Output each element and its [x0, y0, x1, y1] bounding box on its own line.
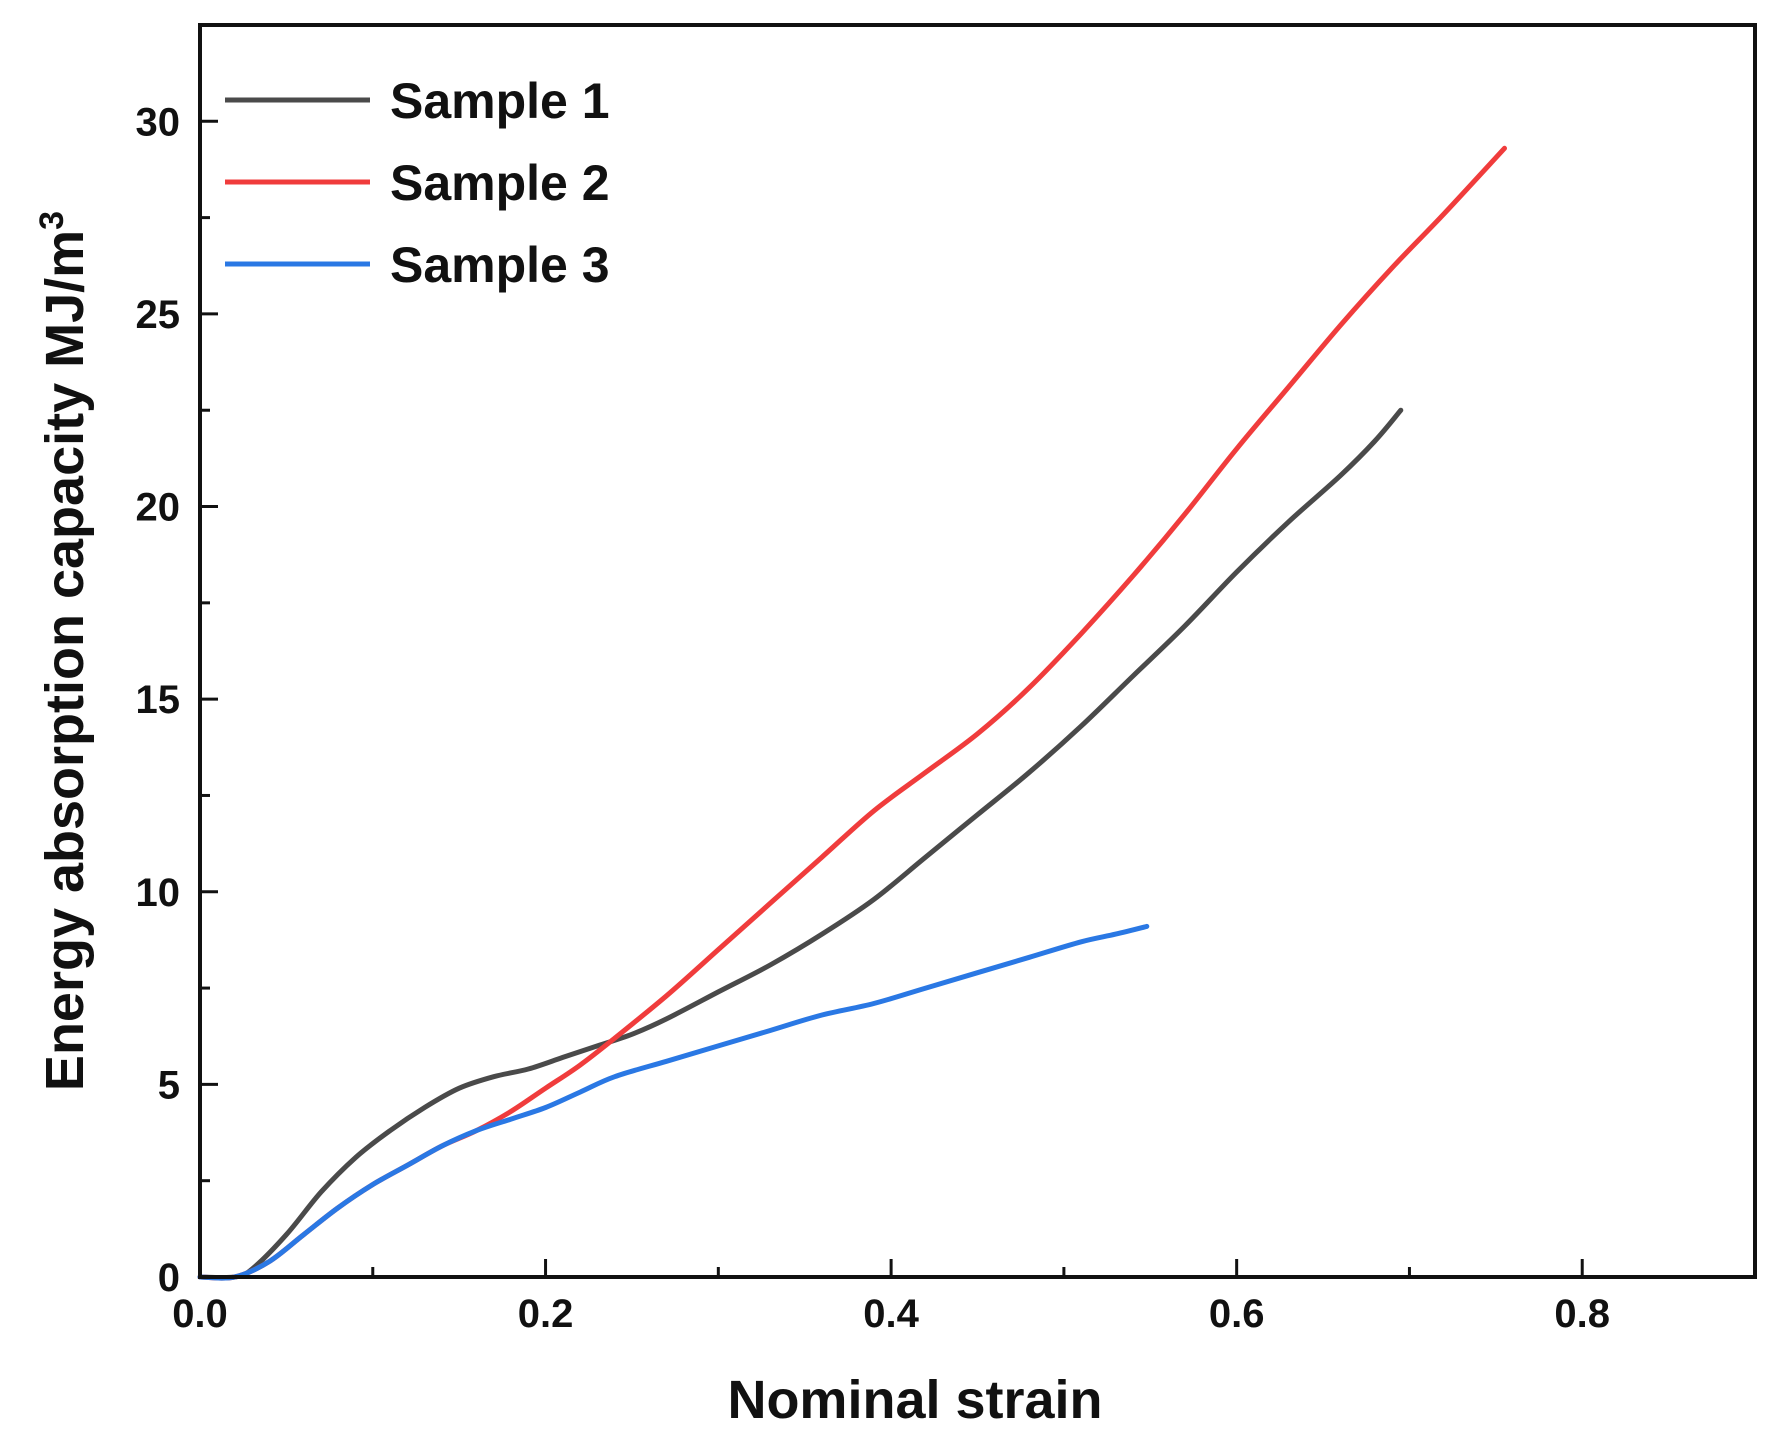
x-tick-label: 0.6	[1209, 1292, 1265, 1336]
y-tick-label: 0	[158, 1256, 180, 1300]
x-tick-label: 0.8	[1554, 1292, 1610, 1336]
legend-label-sample-2: Sample 2	[390, 155, 610, 211]
legend-label-sample-3: Sample 3	[390, 237, 610, 293]
series-layer	[197, 145, 1507, 1281]
series-line-sample-1	[197, 407, 1404, 1281]
y-axis-title-main: Energy absorption capacity MJ/m	[35, 230, 95, 1091]
y-axis-title-superscript: 3	[33, 211, 71, 230]
y-tick-label: 25	[136, 293, 181, 337]
y-tick-label: 20	[136, 486, 181, 530]
x-axis-title: Nominal strain	[727, 1370, 1102, 1430]
x-tick-label: 0.4	[863, 1292, 919, 1336]
y-tick-label: 15	[136, 678, 181, 722]
y-axis-ticks: 0 5 10 15 20 25 30	[136, 23, 218, 1300]
legend: Sample 1 Sample 2 Sample 3	[225, 73, 610, 293]
y-tick-label: 10	[136, 871, 181, 915]
y-axis-title: Energy absorption capacity MJ/m3	[33, 211, 95, 1091]
plot-frame	[198, 23, 1757, 1279]
x-tick-label: 0.0	[172, 1292, 228, 1336]
y-tick-label: 30	[136, 100, 181, 144]
legend-label-sample-1: Sample 1	[390, 73, 610, 129]
x-axis-ticks: 0.0 0.2 0.4 0.6 0.8	[172, 1259, 1757, 1336]
x-tick-label: 0.2	[518, 1292, 574, 1336]
y-tick-label: 5	[158, 1063, 180, 1107]
series-line-sample-3	[197, 923, 1150, 1281]
